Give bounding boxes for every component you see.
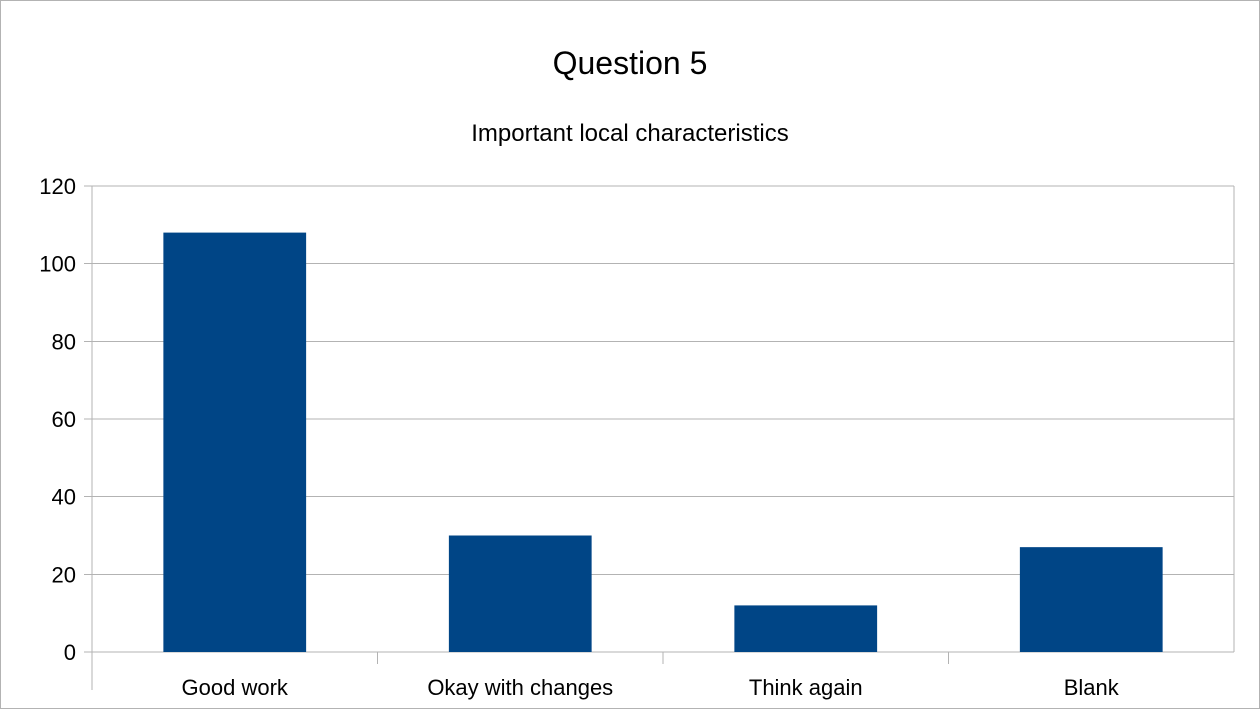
y-tick-label: 120 — [39, 174, 76, 199]
bar-good-work — [163, 232, 307, 652]
axes — [91, 186, 1235, 690]
x-tick-label: Blank — [1064, 675, 1120, 700]
x-tick-label: Good work — [182, 675, 289, 700]
x-tick-label: Think again — [749, 675, 863, 700]
y-tick-label: 0 — [64, 640, 76, 665]
bar-blank — [1019, 547, 1163, 652]
y-tick-label: 40 — [52, 485, 76, 510]
y-tick-label: 60 — [52, 407, 76, 432]
chart-subtitle: Important local characteristics — [471, 120, 789, 147]
y-tick-label: 80 — [52, 329, 76, 354]
tick-labels: 0 20 40 60 80 100 120 Good work Okay with change… — [39, 174, 1119, 700]
x-tick-label: Okay with changes — [427, 675, 613, 700]
bar-okay-with-changes — [448, 535, 592, 652]
y-tick-label: 20 — [52, 562, 76, 587]
bars — [163, 232, 1163, 652]
bar-think-again — [734, 605, 878, 652]
y-tick-label: 100 — [39, 252, 76, 277]
chart-title: Question 5 — [552, 45, 708, 81]
